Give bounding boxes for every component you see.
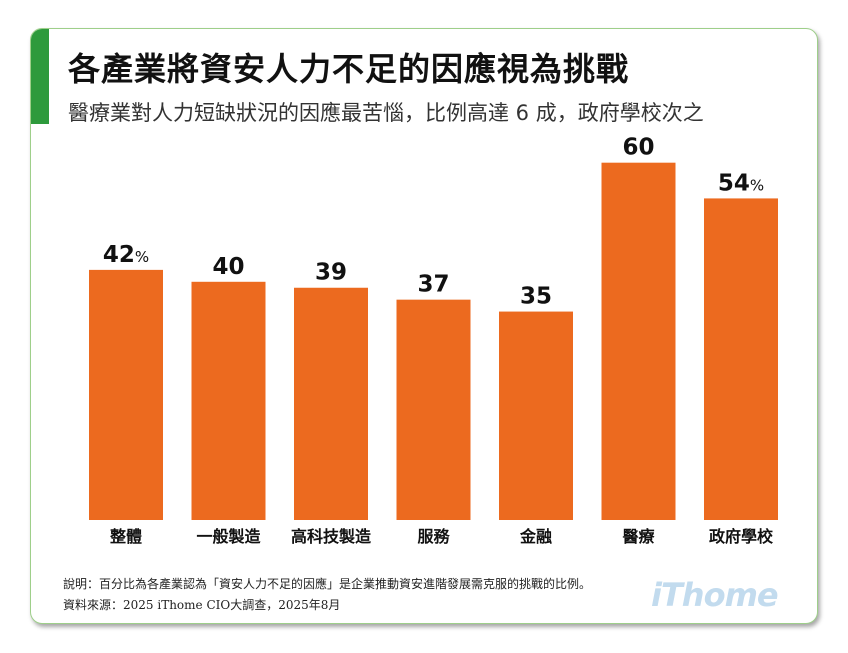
source-note: 資料來源：2025 iThome CIO大調查，2025年8月 [63,598,341,612]
category-label-1: 整體 [109,527,142,546]
bar-1 [89,269,163,520]
bars-group [89,162,778,520]
value-label-6: 60 [622,135,654,161]
value-label-7: 54% [718,170,764,196]
bar-7 [704,198,778,520]
bar-3 [294,287,368,520]
ithome-logo: iThome [651,576,779,614]
bar-6 [601,162,676,520]
category-label-3: 高科技製造 [291,527,372,546]
bar-4 [396,299,471,520]
value-label-3: 39 [315,260,347,286]
bar-2 [191,281,266,520]
bar-chart: 42% 40 39 37 35 60 54% 整體 一般製造 高科技製造 服務 金融 醫療 政府學校 [89,135,778,546]
value-label-5: 35 [520,284,552,310]
category-label-2: 一般製造 [196,527,261,546]
value-label-2: 40 [212,254,244,280]
category-label-6: 醫療 [622,527,655,546]
category-labels-group: 整體 一般製造 高科技製造 服務 金融 醫療 政府學校 [109,527,774,546]
value-labels-group: 42% 40 39 37 35 60 54% [103,135,764,310]
title-accent-bar [31,29,49,124]
bar-5 [499,311,573,520]
chart-subtitle: 醫療業對人力短缺狀況的因應最苦惱，比例高達 6 成，政府學校次之 [68,101,704,125]
value-label-4: 37 [417,272,449,298]
footnote: 說明：百分比為各產業認為「資安人力不足的因應」是企業推動資安進階發展需克服的挑戰… [63,577,592,591]
category-label-5: 金融 [519,527,552,546]
chart-title: 各產業將資安人力不足的因應視為挑戰 [68,50,630,88]
category-label-4: 服務 [417,527,450,546]
category-label-7: 政府學校 [709,527,774,546]
value-label-1: 42% [103,242,149,268]
chart-card: 各產業將資安人力不足的因應視為挑戰 醫療業對人力短缺狀況的因應最苦惱，比例高達 … [30,28,818,624]
